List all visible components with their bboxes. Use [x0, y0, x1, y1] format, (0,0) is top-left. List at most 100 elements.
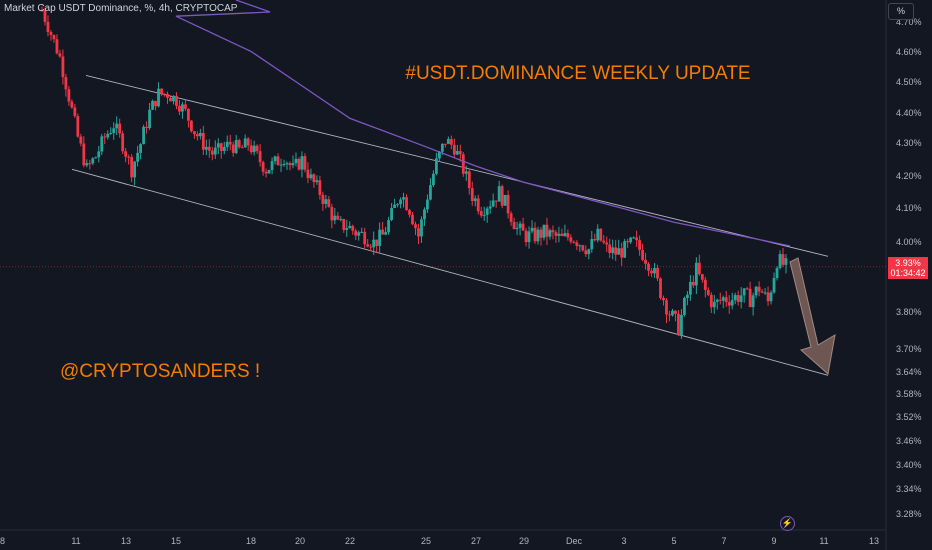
channel-lower-line[interactable]	[71, 168, 829, 376]
candle-body	[724, 297, 728, 303]
y-tick-label: 4.30%	[896, 138, 922, 148]
y-tick-label: 3.46%	[896, 436, 922, 446]
candle-body	[192, 131, 196, 135]
candle-body	[234, 140, 238, 153]
candle-body	[330, 206, 334, 221]
channel-upper-line[interactable]	[85, 74, 829, 257]
y-tick-label: 4.40%	[896, 108, 922, 118]
candle-body	[181, 104, 184, 112]
author-annotation[interactable]: @CRYPTOSANDERS !	[60, 361, 260, 382]
candle-body	[721, 297, 725, 301]
down-arrow-drawing[interactable]	[789, 257, 836, 375]
candle-body	[348, 225, 352, 229]
candle-body	[653, 267, 656, 274]
candle-body	[458, 151, 462, 155]
y-axis: 4.70% 4.60% 4.50% 4.40% 4.30% 4.20% 4.10% 4.00%…	[885, 0, 922, 550]
candle-body	[363, 231, 367, 245]
candle-body	[611, 247, 615, 254]
candle-body	[730, 300, 734, 306]
candle-body	[360, 231, 364, 233]
candle-body	[569, 237, 573, 242]
candle-body	[145, 126, 148, 129]
candle-body	[64, 77, 68, 90]
symbol-legend[interactable]: Market Cap USDT Dominance, %, 4h, CRYPTO…	[4, 3, 238, 14]
candle-body	[766, 292, 770, 302]
candle-body	[246, 138, 250, 146]
y-tick-label: 4.60%	[896, 47, 922, 57]
candle-body	[665, 300, 668, 315]
candle-body	[172, 95, 175, 102]
candle-body	[539, 229, 543, 238]
candle-body	[683, 298, 686, 315]
candle-body	[635, 237, 639, 241]
candle-body	[524, 230, 528, 243]
candle-body	[617, 248, 621, 255]
candle-body	[124, 151, 128, 157]
candle-body	[751, 295, 755, 308]
percent-scale-button[interactable]: %	[888, 3, 914, 20]
candle-body	[175, 95, 178, 106]
candle-body	[581, 245, 585, 251]
candle-body	[763, 292, 767, 294]
y-tick-label: 3.80%	[896, 307, 922, 317]
candle-body	[100, 136, 104, 152]
x-tick-label: 7	[721, 536, 726, 546]
candle-body	[494, 200, 498, 202]
candle-body	[136, 152, 140, 162]
lightning-icon[interactable]: ⚡	[780, 516, 795, 531]
candle-body	[578, 245, 582, 247]
candle-body	[76, 116, 80, 137]
candle-body	[778, 254, 782, 268]
candle-body	[58, 53, 62, 57]
last-price-badge: 3.93% 01:34:42	[888, 257, 928, 279]
candle-body	[542, 224, 546, 238]
candle-body	[706, 289, 710, 295]
candle-body	[243, 138, 247, 148]
candle-body	[264, 171, 268, 174]
y-tick-label: 3.70%	[896, 344, 922, 354]
candle-body	[160, 88, 163, 94]
candle-body	[694, 262, 698, 286]
candle-body	[381, 229, 385, 235]
candle-body	[533, 227, 537, 242]
candle-body	[718, 299, 722, 301]
candle-body	[339, 219, 343, 221]
candle-body	[712, 301, 716, 308]
candle-body	[659, 278, 662, 298]
candle-body	[178, 105, 181, 112]
candle-body	[479, 211, 483, 216]
candle-body	[426, 199, 429, 210]
candle-body	[336, 215, 340, 220]
candle-body	[470, 188, 474, 201]
y-tick-label: 3.28%	[896, 509, 922, 519]
candle-body	[548, 230, 552, 237]
candle-body	[288, 163, 292, 166]
candle-body	[94, 157, 98, 159]
candle-body	[572, 241, 576, 243]
candle-body	[300, 156, 304, 170]
candle-body	[402, 197, 405, 200]
y-tick-label: 4.20%	[896, 171, 922, 181]
candle-body	[279, 164, 283, 166]
candle-body	[207, 146, 211, 151]
candle-body	[784, 258, 788, 265]
candle-body	[656, 267, 659, 279]
headline-annotation[interactable]: #USDT.DOMINANCE WEEKLY UPDATE	[405, 63, 750, 84]
candle-body	[554, 232, 558, 236]
candle-body	[375, 239, 379, 246]
x-tick-label: 22	[345, 536, 355, 546]
candle-body	[641, 249, 644, 260]
candle-body	[703, 279, 707, 290]
candle-body	[88, 163, 92, 165]
candle-body	[55, 39, 59, 54]
candle-body	[142, 126, 145, 145]
candle-body	[318, 180, 322, 195]
candle-body	[515, 227, 519, 230]
candle-body	[222, 147, 226, 151]
candle-body	[620, 248, 624, 258]
candle-body	[70, 101, 74, 108]
candle-body	[563, 233, 567, 236]
candle-body	[255, 145, 259, 152]
candle-body	[216, 143, 220, 148]
